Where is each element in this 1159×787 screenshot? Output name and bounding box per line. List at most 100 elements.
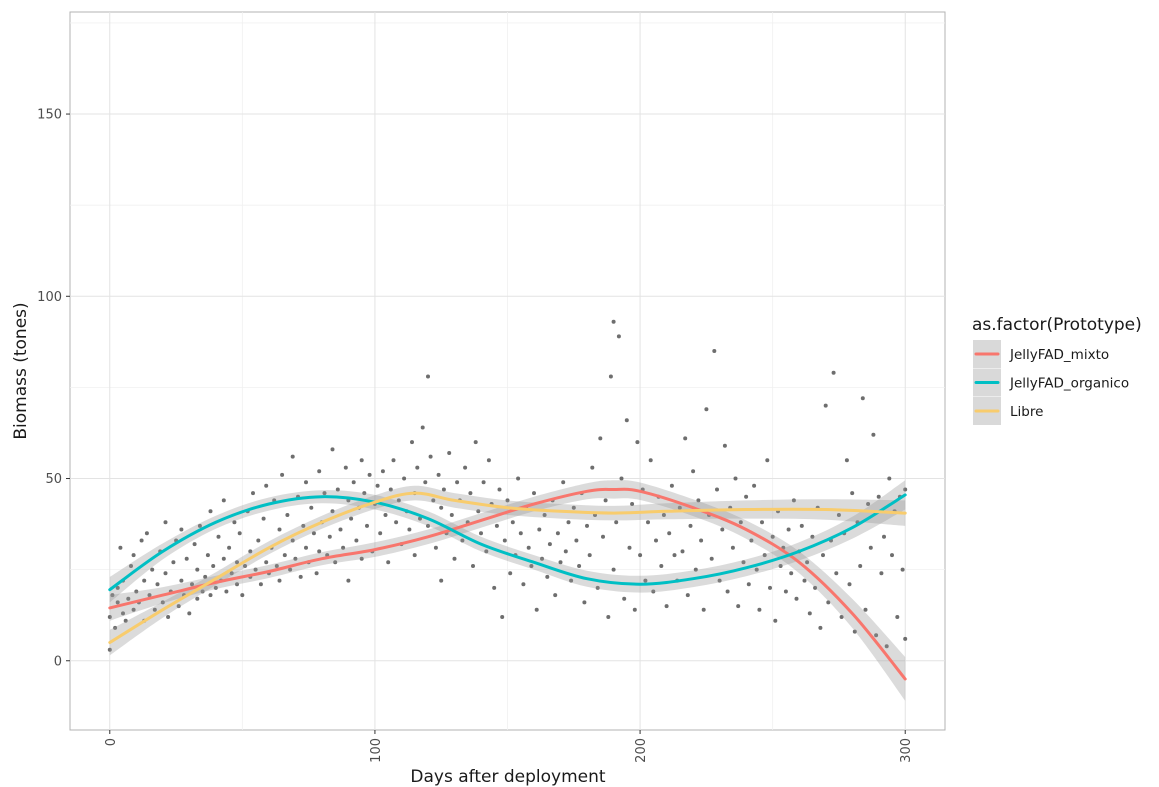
data-point [330,509,335,514]
data-point [176,604,181,609]
data-point [277,578,282,583]
data-point [736,604,741,609]
data-point [391,458,396,463]
data-point [304,480,308,485]
legend-key [973,340,1001,368]
data-point [264,560,269,565]
data-point [163,571,168,576]
data-point [704,407,709,412]
data-point [643,578,648,583]
data-point [802,578,807,583]
legend: as.factor(Prototype) JellyFAD_mixto Jelly… [972,315,1142,425]
data-point [258,582,263,587]
data-point [221,498,226,503]
data-point [338,527,343,532]
data-point [534,607,539,612]
data-point [229,571,234,576]
data-point [343,465,348,470]
data-point [826,600,831,605]
data-point [680,549,685,554]
data-point [160,600,165,605]
data-point [330,447,335,452]
data-point [468,491,473,496]
data-point [251,491,255,496]
data-point [290,454,295,459]
data-point [110,593,115,598]
data-point [431,498,436,503]
data-point [540,556,544,561]
data-point [553,593,558,598]
data-point [691,469,696,474]
data-point [754,567,759,572]
data-point [455,480,460,485]
data-point [274,564,279,568]
data-point [611,567,616,572]
data-point [672,553,677,558]
data-point [863,607,868,612]
data-point [113,625,118,630]
data-point [683,436,688,441]
data-point [203,574,208,579]
data-point [190,582,194,587]
data-point [195,567,200,572]
data-point [688,523,693,528]
data-point [134,589,139,594]
data-point [874,633,879,638]
data-point [139,538,144,543]
data-point [208,593,213,598]
data-point [288,567,293,572]
data-point [179,578,184,583]
data-point [261,516,266,521]
data-point [205,553,210,558]
data-point [248,549,253,554]
data-point [333,560,338,565]
data-point [505,498,510,503]
data-point [882,534,886,539]
data-point [235,560,239,565]
x-tick-label: 0 [104,738,119,746]
data-point [789,571,794,576]
data-point [518,531,523,536]
data-point [516,476,521,481]
data-point [171,560,176,565]
data-point [526,545,531,550]
data-point [500,615,505,619]
data-point [362,491,367,496]
data-point [481,480,486,485]
data-point [608,374,613,379]
data-point [818,625,823,630]
data-point [402,476,407,481]
data-point [895,615,900,619]
data-point [473,440,478,445]
data-point [654,538,658,543]
data-point [309,505,314,510]
data-point [648,458,653,463]
data-point [632,607,637,612]
data-point [118,545,123,550]
data-point [301,523,306,528]
data-point [423,480,428,485]
data-point [426,374,430,379]
data-point [447,451,452,455]
data-point [144,531,149,536]
data-point [810,534,815,539]
data-point [264,483,269,488]
data-point [547,542,552,547]
data-point [232,520,237,525]
data-point [494,523,499,528]
data-point [394,520,399,525]
data-point [646,520,650,525]
data-point [449,513,454,517]
data-point [860,396,865,401]
x-tick-label: 100 [369,738,384,763]
data-point [510,520,515,525]
data-point [624,418,629,423]
data-point [786,527,791,532]
data-point [131,607,136,612]
data-point [606,615,611,619]
data-point [237,531,242,536]
data-point [197,523,202,528]
data-point [638,553,643,558]
data-point [669,483,674,488]
data-point [107,615,112,619]
